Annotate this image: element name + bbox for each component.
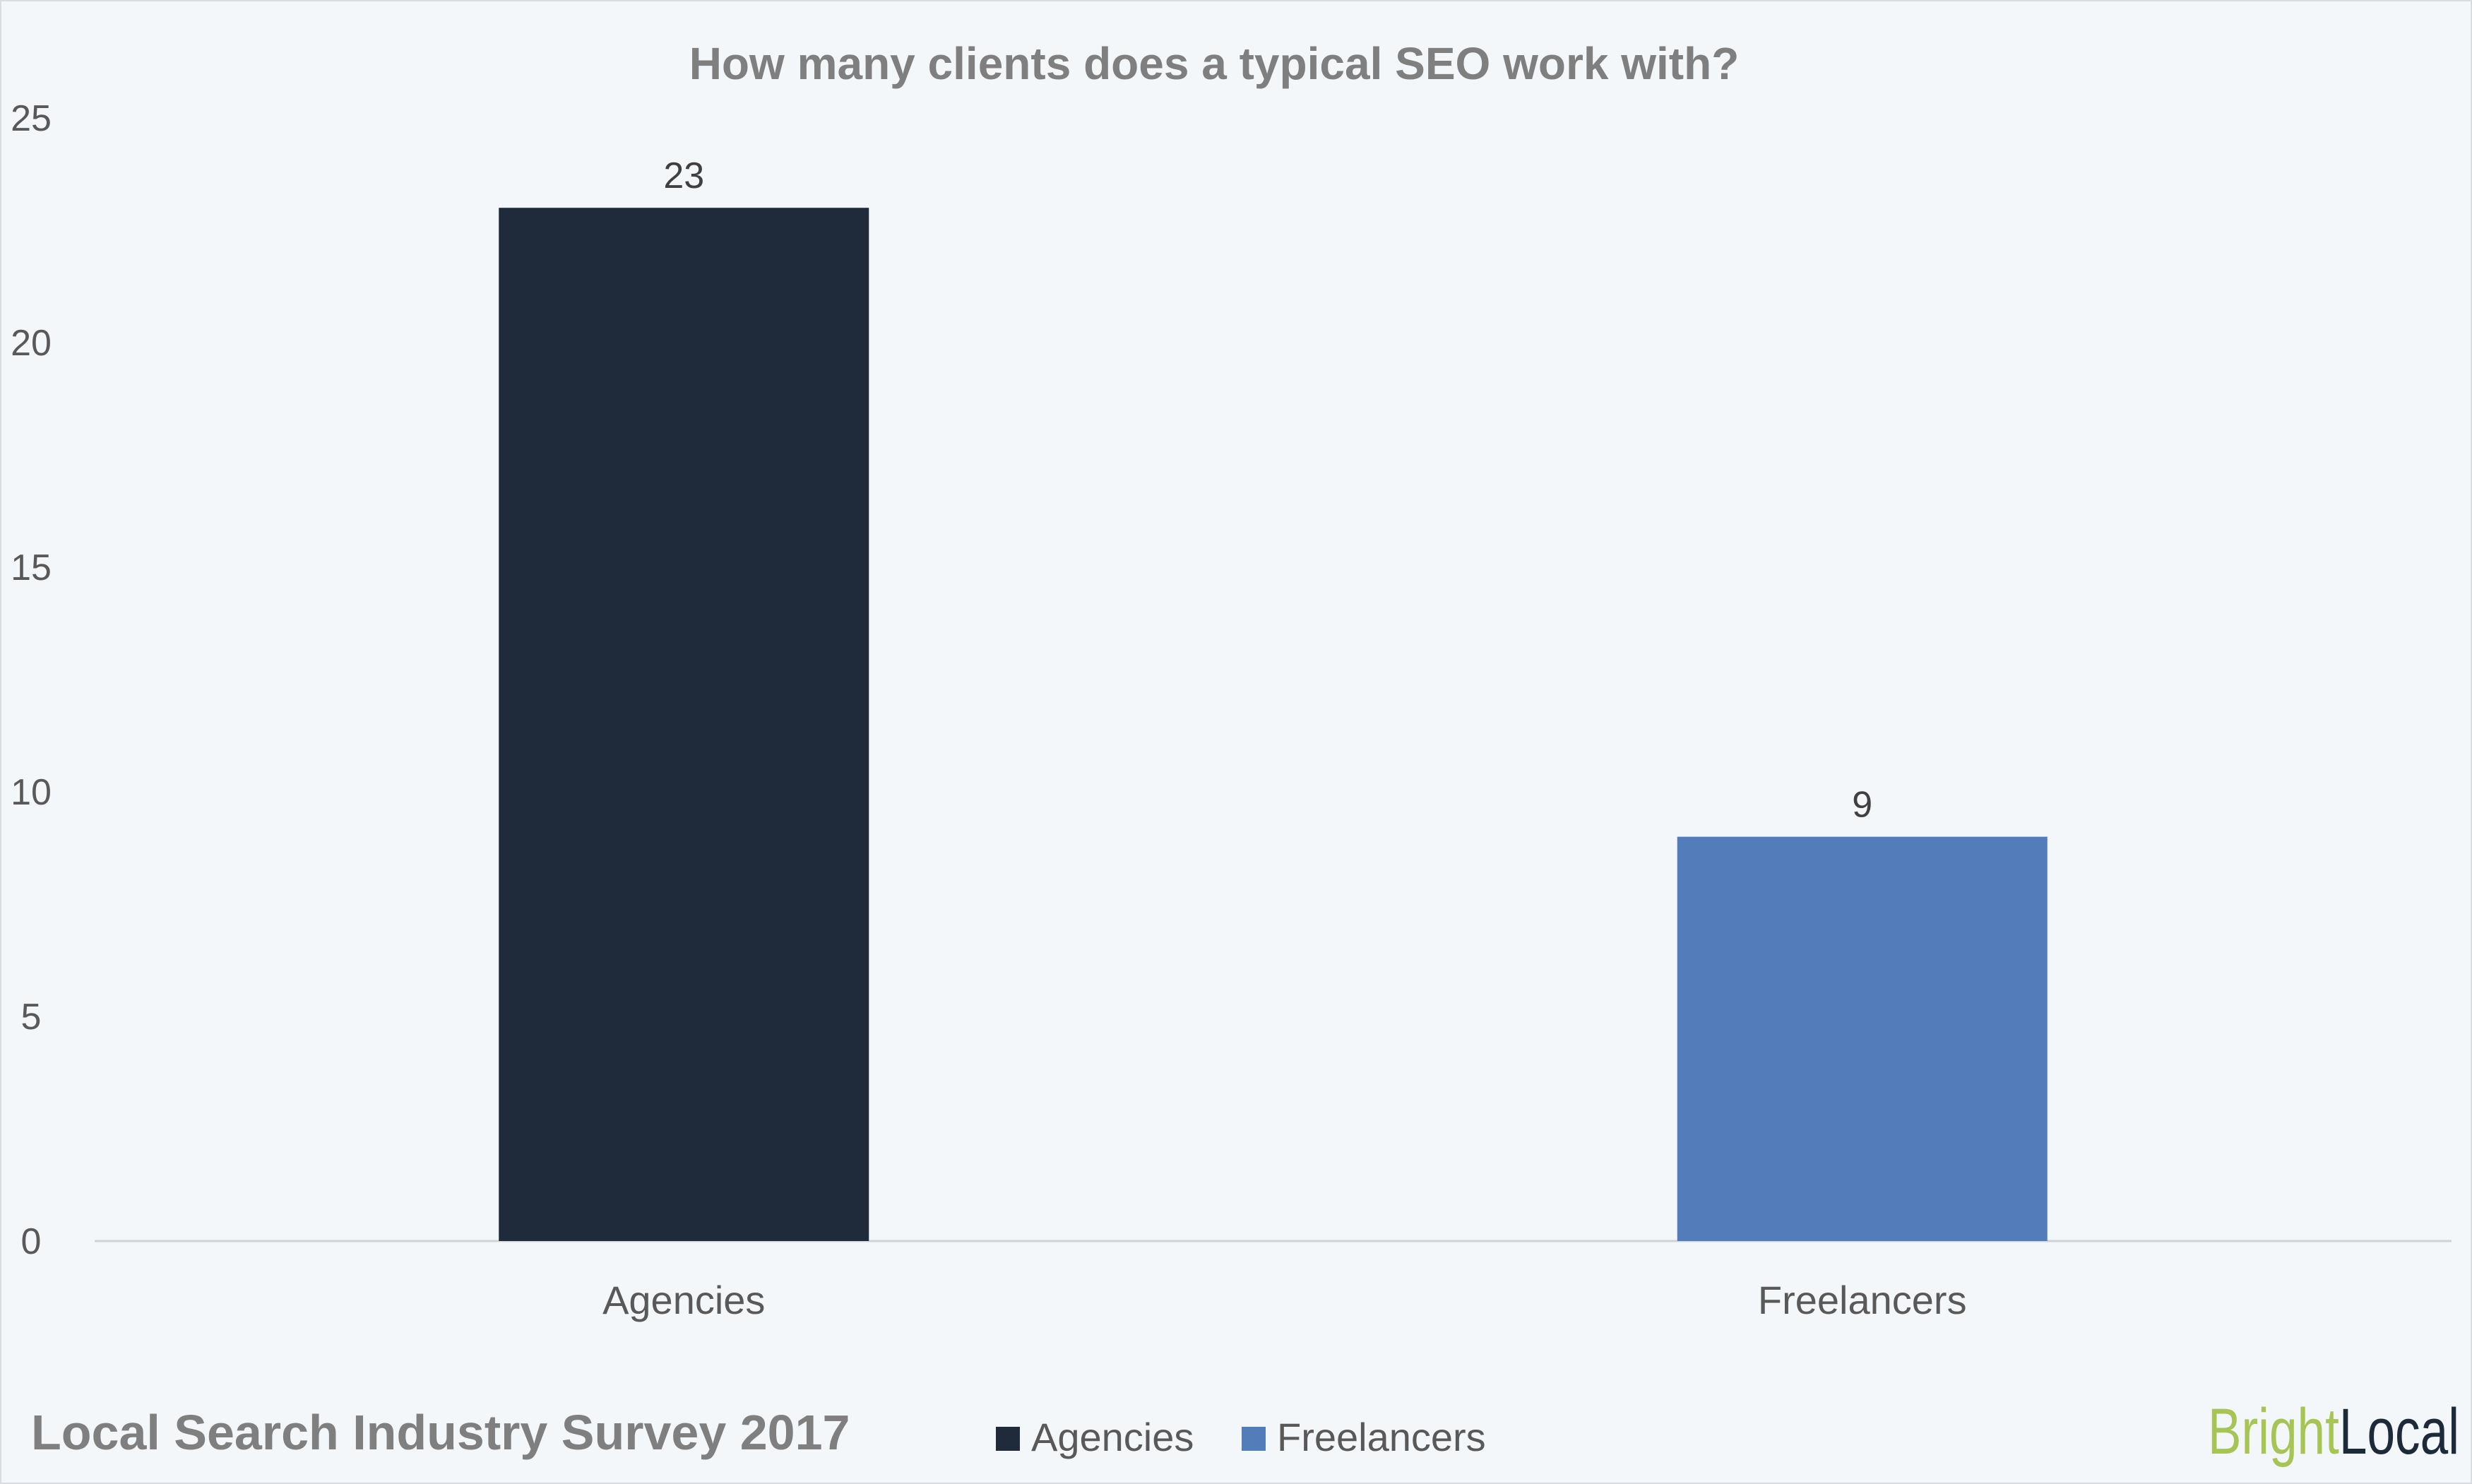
x-category-label: Agencies	[602, 1278, 765, 1322]
survey-source-label: Local Search Industry Survey 2017	[31, 1405, 850, 1460]
y-tick-label: 5	[21, 997, 42, 1038]
legend-swatch-agencies	[996, 1427, 1020, 1451]
legend-label-agencies: Agencies	[1031, 1415, 1194, 1459]
y-tick-label: 10	[11, 772, 52, 813]
bars: 23 Agencies 9 Freelancers	[499, 155, 2048, 1322]
bar-agencies	[499, 208, 869, 1242]
legend-label-freelancers: Freelancers	[1277, 1415, 1486, 1459]
chart-title: How many clients does a typical SEO work…	[689, 38, 1740, 89]
legend-swatch-freelancers	[1242, 1427, 1266, 1451]
y-tick-label: 15	[11, 547, 52, 588]
bar-freelancers	[1677, 836, 2048, 1241]
y-tick-label: 0	[21, 1221, 42, 1262]
brightlocal-logo: BrightLocal	[2208, 1396, 2459, 1468]
legend: Agencies Freelancers	[996, 1415, 1486, 1459]
x-category-label: Freelancers	[1758, 1278, 1967, 1322]
y-tick-label: 20	[11, 323, 52, 364]
data-label: 9	[1852, 785, 1872, 826]
y-axis: 0 5 10 15 20 25	[11, 98, 52, 1262]
y-tick-label: 25	[11, 98, 52, 139]
data-label: 23	[663, 155, 704, 196]
